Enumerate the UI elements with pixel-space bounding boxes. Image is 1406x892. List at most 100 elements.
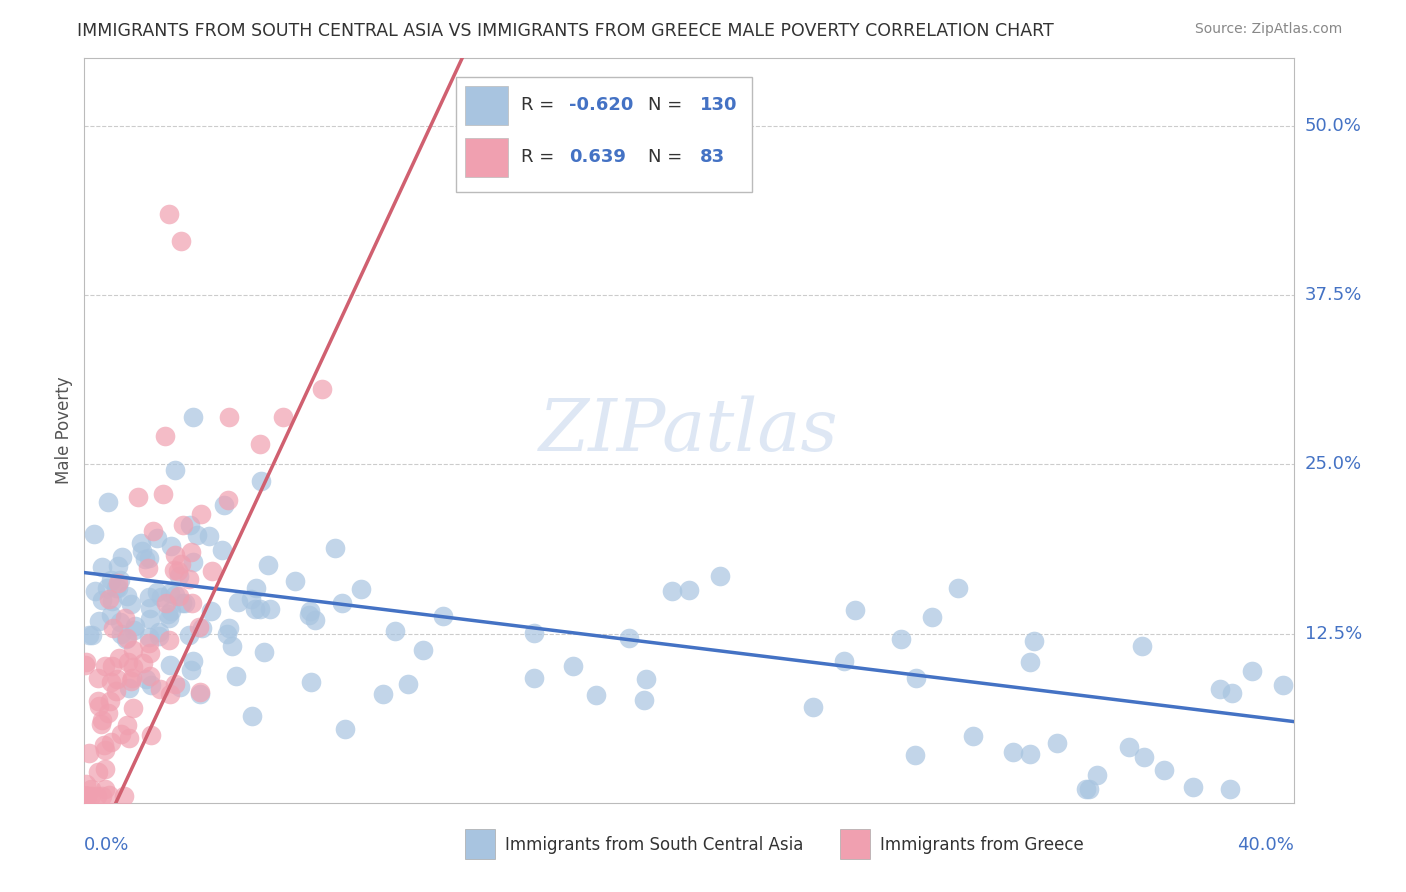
Point [325,541,347,555]
Point [139,728,162,742]
Point [181,555,204,569]
Point [105,581,128,595]
Point [396,676,419,690]
Point [1219,782,1241,797]
Point [183,409,205,424]
Point [146,584,169,599]
Point [217,492,239,507]
Point [155,596,177,610]
Point [91,593,114,607]
Point [298,608,321,623]
Point [181,654,204,668]
Point [138,630,160,644]
Point [148,625,170,640]
Point [585,688,607,702]
Point [1085,768,1108,782]
Point [115,589,138,603]
Point [165,588,187,602]
FancyBboxPatch shape [841,829,870,859]
Text: Source: ZipAtlas.com: Source: ZipAtlas.com [1195,22,1343,37]
Point [384,624,406,638]
Point [180,596,202,610]
Point [157,207,180,221]
Point [77,746,100,760]
Text: N =: N = [648,96,688,114]
Point [87,614,110,628]
Text: ZIPatlas: ZIPatlas [538,395,839,466]
Point [661,583,683,598]
Point [299,604,322,618]
Point [120,674,142,689]
Point [259,602,281,616]
Text: R =: R = [520,148,560,166]
Point [148,629,170,643]
Point [115,717,138,731]
Point [111,549,134,564]
Point [249,474,271,488]
FancyBboxPatch shape [465,138,508,178]
Point [149,681,172,696]
Point [921,610,943,624]
Point [108,651,131,665]
Text: R =: R = [520,96,560,114]
Point [166,564,188,578]
Text: 0.0%: 0.0% [84,837,129,855]
Point [159,586,181,600]
Point [1272,678,1295,692]
Point [139,612,162,626]
Point [131,535,153,549]
Point [97,788,120,802]
Point [76,789,98,803]
Point [76,789,98,803]
Point [198,529,221,543]
Point [138,636,160,650]
Point [160,539,183,553]
Point [159,603,181,617]
Point [75,789,97,803]
Point [98,693,121,707]
Point [142,524,165,539]
Point [108,574,131,588]
Text: -0.620: -0.620 [569,96,634,114]
Point [80,782,103,797]
Point [97,592,120,607]
Point [107,581,129,595]
Point [173,596,195,610]
Point [117,655,139,669]
Point [190,621,212,635]
Point [249,437,271,451]
Point [157,632,180,647]
Point [170,558,193,572]
Point [101,658,124,673]
FancyBboxPatch shape [465,829,495,859]
Point [1002,746,1025,760]
Point [117,731,139,746]
Point [75,776,97,790]
Point [1130,639,1153,653]
Point [100,675,122,690]
FancyBboxPatch shape [465,87,508,125]
Point [112,789,135,803]
Point [94,762,117,776]
Point [1132,750,1154,764]
Text: Immigrants from South Central Asia: Immigrants from South Central Asia [505,836,803,854]
Point [163,676,186,690]
Point [243,601,266,615]
Point [523,625,546,640]
Point [152,486,174,500]
Point [75,657,97,672]
Point [904,747,927,762]
Point [299,675,322,690]
Point [633,693,655,707]
FancyBboxPatch shape [456,77,752,192]
Point [1074,782,1097,797]
Point [146,532,169,546]
Point [157,607,180,622]
Point [169,680,191,694]
Point [709,569,731,583]
Point [200,604,222,618]
Point [432,608,454,623]
Point [1153,763,1175,777]
Text: 12.5%: 12.5% [1305,624,1362,642]
Point [946,581,969,595]
